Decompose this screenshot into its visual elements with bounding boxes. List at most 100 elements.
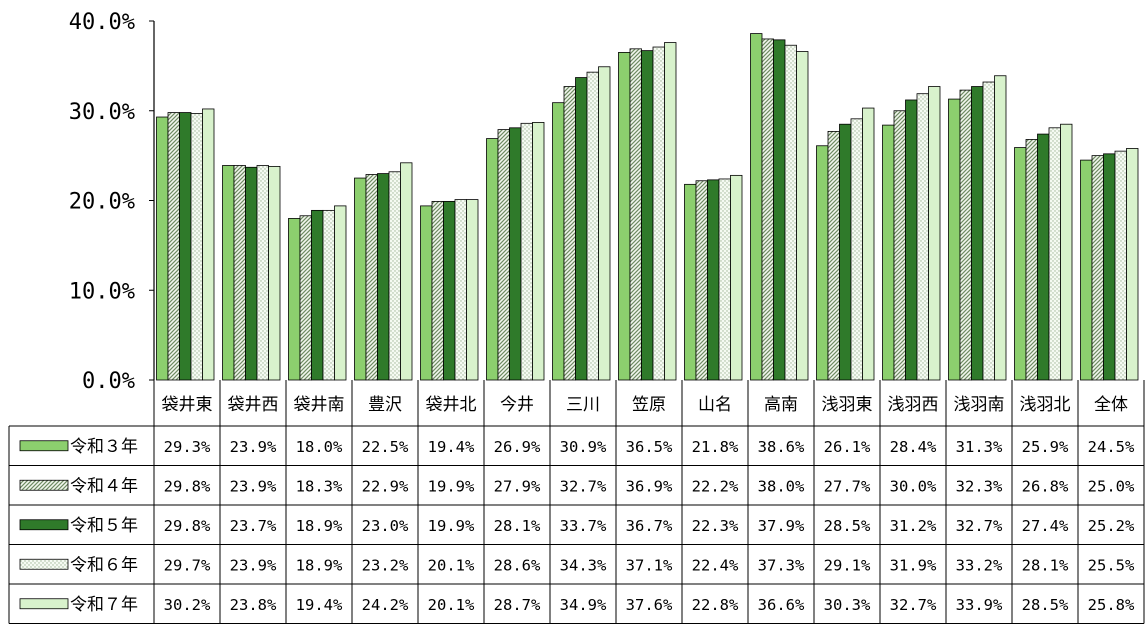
data-label: 23.9% bbox=[230, 556, 277, 574]
data-label: 28.1% bbox=[1022, 556, 1069, 574]
category-label: 袋井南 bbox=[294, 395, 345, 415]
data-label: 28.5% bbox=[824, 517, 871, 535]
data-label: 37.1% bbox=[626, 556, 673, 574]
bar-2-4 bbox=[365, 174, 378, 381]
bar-5-6 bbox=[532, 122, 545, 381]
category-label: 豊沢 bbox=[368, 395, 402, 415]
data-label: 31.3% bbox=[956, 438, 1003, 456]
category-label: 浅羽南 bbox=[954, 395, 1005, 415]
data-label: 37.3% bbox=[758, 556, 805, 574]
bar-1-4 bbox=[354, 177, 367, 381]
bar-1-1 bbox=[156, 116, 169, 381]
data-label: 30.2% bbox=[164, 596, 211, 614]
data-label: 26.9% bbox=[494, 438, 541, 456]
bar-2-6 bbox=[497, 129, 510, 381]
data-label: 29.3% bbox=[164, 438, 211, 456]
bar-4-13 bbox=[982, 81, 995, 381]
bar-3-9 bbox=[707, 179, 720, 381]
data-label: 22.8% bbox=[692, 596, 739, 614]
data-label: 36.9% bbox=[626, 477, 673, 495]
bar-5-10 bbox=[796, 51, 809, 381]
bar-4-10 bbox=[784, 44, 797, 381]
data-label: 27.7% bbox=[824, 477, 871, 495]
bar-5-8 bbox=[664, 42, 677, 381]
bar-1-3 bbox=[288, 218, 301, 381]
bar-1-5 bbox=[420, 205, 433, 381]
y-tick-label: 30.0% bbox=[69, 100, 135, 125]
bar-4-1 bbox=[190, 113, 203, 381]
bar-1-10 bbox=[750, 33, 763, 381]
data-label: 33.2% bbox=[956, 556, 1003, 574]
bar-3-12 bbox=[905, 99, 918, 381]
category-label: 袋井北 bbox=[426, 395, 477, 415]
category-label: 袋井東 bbox=[162, 395, 213, 415]
data-label: 29.8% bbox=[164, 517, 211, 535]
legend-label-3: 令和５年 bbox=[70, 516, 138, 536]
data-label: 18.9% bbox=[296, 556, 343, 574]
bar-3-1 bbox=[179, 112, 192, 381]
category-label: 今井 bbox=[500, 395, 534, 415]
data-label: 28.7% bbox=[494, 596, 541, 614]
bar-3-5 bbox=[443, 200, 456, 381]
data-label: 30.0% bbox=[890, 477, 937, 495]
bar-5-14 bbox=[1060, 123, 1073, 381]
category-label: 浅羽西 bbox=[888, 395, 939, 415]
data-label: 23.0% bbox=[362, 517, 409, 535]
bar-3-11 bbox=[839, 123, 852, 381]
data-label: 36.7% bbox=[626, 517, 673, 535]
category-label: 高南 bbox=[764, 395, 798, 415]
bar-5-15 bbox=[1126, 148, 1139, 381]
bar-2-11 bbox=[827, 130, 840, 381]
data-label: 32.7% bbox=[560, 477, 607, 495]
data-label: 22.9% bbox=[362, 477, 409, 495]
data-label: 28.4% bbox=[890, 438, 937, 456]
bar-1-12 bbox=[882, 124, 895, 381]
bar-2-5 bbox=[431, 200, 444, 381]
data-label: 32.3% bbox=[956, 477, 1003, 495]
data-label: 18.0% bbox=[296, 438, 343, 456]
data-label: 26.8% bbox=[1022, 477, 1069, 495]
bar-1-14 bbox=[1014, 147, 1027, 381]
bar-4-6 bbox=[520, 122, 533, 381]
bar-2-2 bbox=[233, 165, 246, 381]
bar-4-15 bbox=[1114, 150, 1127, 381]
category-label: 全体 bbox=[1094, 395, 1128, 415]
data-label: 32.7% bbox=[956, 517, 1003, 535]
legend-swatch-5 bbox=[19, 598, 69, 610]
data-label: 20.1% bbox=[428, 556, 475, 574]
data-label: 33.7% bbox=[560, 517, 607, 535]
data-label: 29.8% bbox=[164, 477, 211, 495]
data-label: 23.7% bbox=[230, 517, 277, 535]
data-label: 23.2% bbox=[362, 556, 409, 574]
data-label: 28.1% bbox=[494, 517, 541, 535]
bar-5-9 bbox=[730, 174, 743, 381]
bar-2-8 bbox=[629, 48, 642, 381]
data-label: 23.8% bbox=[230, 596, 277, 614]
data-label: 33.9% bbox=[956, 596, 1003, 614]
bar-4-8 bbox=[652, 46, 665, 381]
data-label: 22.3% bbox=[692, 517, 739, 535]
legend-swatch-4 bbox=[19, 558, 69, 570]
legend-swatch-1 bbox=[19, 440, 69, 452]
data-label: 25.5% bbox=[1088, 556, 1135, 574]
bar-3-3 bbox=[311, 209, 324, 381]
bar-2-9 bbox=[695, 180, 708, 381]
bar-3-8 bbox=[641, 50, 654, 381]
bar-5-11 bbox=[862, 107, 875, 381]
y-axis: 0.0% 10.0% 20.0% 30.0% 40.0% bbox=[69, 10, 155, 394]
legend-label-5: 令和７年 bbox=[70, 595, 138, 615]
category-label: 浅羽東 bbox=[822, 395, 873, 415]
data-label: 30.3% bbox=[824, 596, 871, 614]
bar-2-14 bbox=[1025, 139, 1038, 381]
data-label: 25.0% bbox=[1088, 477, 1135, 495]
bar-4-7 bbox=[586, 71, 599, 381]
y-tick-label: 20.0% bbox=[69, 190, 135, 215]
bar-5-4 bbox=[400, 162, 413, 381]
bar-3-10 bbox=[773, 39, 786, 381]
legend-label-4: 令和６年 bbox=[70, 555, 138, 575]
category-label: 山名 bbox=[698, 395, 732, 415]
data-label: 29.1% bbox=[824, 556, 871, 574]
bar-1-2 bbox=[222, 165, 235, 381]
bar-2-10 bbox=[761, 38, 774, 381]
bar-1-15 bbox=[1080, 159, 1093, 381]
